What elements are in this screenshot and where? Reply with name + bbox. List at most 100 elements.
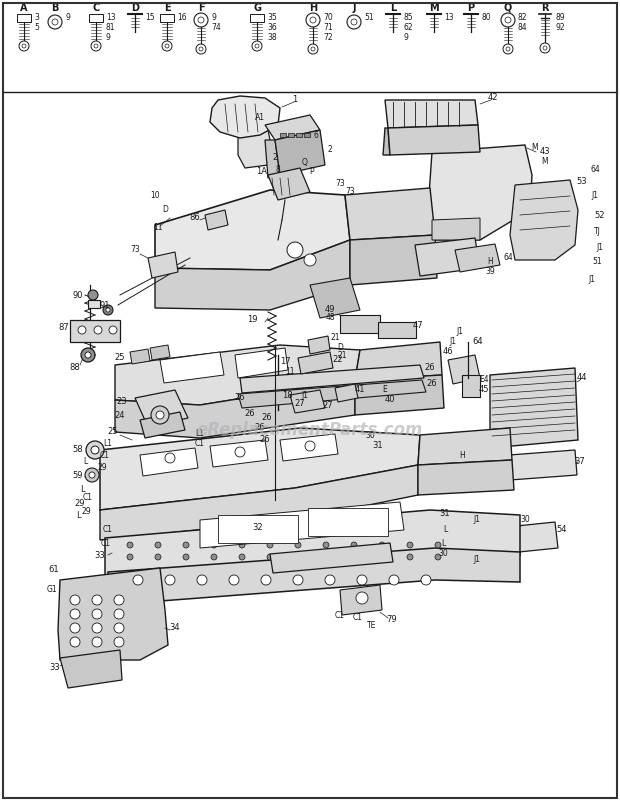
Polygon shape <box>250 14 264 22</box>
Polygon shape <box>383 128 390 155</box>
Circle shape <box>92 637 102 647</box>
Circle shape <box>151 406 169 424</box>
Polygon shape <box>17 14 31 22</box>
Circle shape <box>293 575 303 585</box>
Polygon shape <box>160 14 174 22</box>
Bar <box>378 322 416 338</box>
Bar <box>70 320 120 342</box>
Polygon shape <box>100 428 420 510</box>
Circle shape <box>287 242 303 258</box>
Circle shape <box>211 554 217 560</box>
Polygon shape <box>290 390 325 413</box>
Text: 11: 11 <box>285 368 294 376</box>
Text: H: H <box>309 3 317 13</box>
Text: 36: 36 <box>267 23 277 33</box>
Text: C1: C1 <box>83 493 93 502</box>
Circle shape <box>357 575 367 585</box>
Bar <box>340 315 380 333</box>
Text: E4: E4 <box>479 376 489 384</box>
Circle shape <box>261 575 271 585</box>
Polygon shape <box>265 115 320 140</box>
Text: 26: 26 <box>425 364 435 372</box>
Circle shape <box>81 348 95 362</box>
Text: 17: 17 <box>280 357 290 367</box>
Circle shape <box>323 554 329 560</box>
Circle shape <box>347 15 361 29</box>
Polygon shape <box>135 390 188 427</box>
Polygon shape <box>298 352 333 374</box>
Circle shape <box>435 554 441 560</box>
Text: J1: J1 <box>588 276 595 284</box>
Circle shape <box>127 554 133 560</box>
Text: 19: 19 <box>247 316 257 324</box>
Text: L: L <box>76 510 81 520</box>
Text: 73: 73 <box>345 187 355 196</box>
Text: H: H <box>487 257 493 267</box>
Circle shape <box>194 13 208 27</box>
Text: 73: 73 <box>335 179 345 187</box>
Circle shape <box>70 595 80 605</box>
Polygon shape <box>470 450 577 483</box>
Text: 46: 46 <box>443 348 453 356</box>
Text: 53: 53 <box>577 178 587 187</box>
Text: A: A <box>20 3 28 13</box>
Circle shape <box>407 542 413 548</box>
Circle shape <box>94 44 98 48</box>
Circle shape <box>19 41 29 51</box>
Text: J1: J1 <box>596 244 603 252</box>
Circle shape <box>114 595 124 605</box>
Text: 29: 29 <box>75 498 86 508</box>
Text: 10: 10 <box>150 191 160 199</box>
Polygon shape <box>240 365 424 393</box>
Text: 25: 25 <box>115 353 125 363</box>
Polygon shape <box>205 210 228 230</box>
Circle shape <box>91 446 99 454</box>
Text: F: F <box>198 3 205 13</box>
Text: 26: 26 <box>245 409 255 417</box>
Text: 15: 15 <box>145 14 154 22</box>
Text: P: P <box>467 3 474 13</box>
Polygon shape <box>115 380 355 438</box>
Text: 26: 26 <box>260 436 270 445</box>
Text: 43: 43 <box>539 147 551 156</box>
Circle shape <box>70 623 80 633</box>
Circle shape <box>197 575 207 585</box>
Text: J1: J1 <box>474 556 480 565</box>
Circle shape <box>114 609 124 619</box>
Text: C1: C1 <box>103 525 113 534</box>
Circle shape <box>267 542 273 548</box>
Circle shape <box>183 554 189 560</box>
Text: 64: 64 <box>503 253 513 263</box>
Text: 33: 33 <box>50 663 60 673</box>
Circle shape <box>267 554 273 560</box>
Circle shape <box>103 305 113 315</box>
Bar <box>296 133 302 137</box>
Polygon shape <box>130 349 150 364</box>
Circle shape <box>183 542 189 548</box>
Text: 59: 59 <box>73 470 83 480</box>
Polygon shape <box>160 352 224 383</box>
Circle shape <box>106 308 110 312</box>
Text: 3: 3 <box>34 14 39 22</box>
Text: 44: 44 <box>577 373 587 383</box>
Text: J1: J1 <box>450 337 456 347</box>
Polygon shape <box>270 543 393 573</box>
Circle shape <box>89 472 95 478</box>
Circle shape <box>70 609 80 619</box>
Circle shape <box>310 17 316 23</box>
Circle shape <box>255 44 259 48</box>
Text: 23: 23 <box>117 397 127 406</box>
Text: 1A: 1A <box>257 167 267 176</box>
Text: 24: 24 <box>115 410 125 420</box>
Text: C1: C1 <box>335 611 345 621</box>
Circle shape <box>91 41 101 51</box>
Text: 2: 2 <box>327 146 332 155</box>
Text: 85: 85 <box>403 14 413 22</box>
Text: 35: 35 <box>267 14 277 22</box>
Polygon shape <box>350 235 437 285</box>
Circle shape <box>379 542 385 548</box>
Text: 26: 26 <box>235 393 246 402</box>
Polygon shape <box>238 130 272 168</box>
Circle shape <box>389 575 399 585</box>
Text: 31: 31 <box>440 509 450 517</box>
